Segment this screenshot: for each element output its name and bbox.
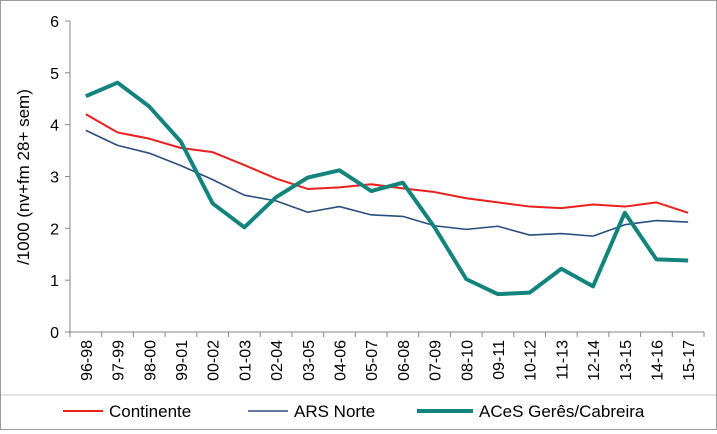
x-tick-label: 11-13 xyxy=(554,340,571,380)
y-tick-label: 2 xyxy=(50,221,59,238)
y-tick-label: 4 xyxy=(50,118,59,135)
x-tick-label: 07-09 xyxy=(428,340,445,381)
series-line-aces-ger-s-cabreira xyxy=(85,80,689,297)
x-tick-label: 98-00 xyxy=(142,340,159,381)
x-tick-label: 12-14 xyxy=(586,340,603,381)
series-layer xyxy=(85,80,689,297)
x-tick-label: 13-15 xyxy=(618,340,635,381)
x-tick-label: 99-01 xyxy=(174,340,191,381)
x-tick-label: 08-10 xyxy=(459,340,476,381)
x-tick-label: 03-05 xyxy=(301,340,318,381)
axes: 0 1 2 3 4 5 6 96-98 97-99 98-00 99-01 00-02 01-03 02-… xyxy=(50,14,705,381)
x-tick-label: 10-12 xyxy=(523,340,540,381)
x-tick-label: 06-08 xyxy=(396,340,413,381)
legend-label: Continente xyxy=(109,402,191,421)
series-line-ars-norte xyxy=(85,129,689,237)
y-tick-label: 6 xyxy=(50,14,59,31)
x-tick-label: 97-99 xyxy=(111,340,128,381)
x-tick-label: 04-06 xyxy=(332,340,349,381)
y-tick-label: 1 xyxy=(50,273,59,290)
y-tick-label: 3 xyxy=(50,170,59,187)
x-tick-label: 09-11 xyxy=(491,340,508,380)
legend: Continente ARS Norte ACeS Gerês/Cabreira xyxy=(1,394,716,421)
legend-entry: ARS Norte xyxy=(248,402,375,421)
legend-entry: ACeS Gerês/Cabreira xyxy=(417,402,645,421)
x-tick-label: 02-04 xyxy=(269,340,286,381)
y-axis-label: /1000 (nv+fm 28+ sem) xyxy=(14,89,33,265)
legend-entry: Continente xyxy=(63,402,191,421)
x-tick-label: 15-17 xyxy=(681,340,698,381)
legend-label: ARS Norte xyxy=(294,402,375,421)
x-tick-label: 00-02 xyxy=(206,340,223,381)
x-tick-label: 05-07 xyxy=(364,340,381,381)
legend-label: ACeS Gerês/Cabreira xyxy=(479,402,645,421)
x-tick-label: 14-16 xyxy=(649,340,666,381)
y-tick-label: 5 xyxy=(50,66,59,83)
y-tick-label: 0 xyxy=(50,325,59,342)
x-tick-label: 96-98 xyxy=(79,340,96,381)
x-tick-label: 01-03 xyxy=(237,340,254,381)
